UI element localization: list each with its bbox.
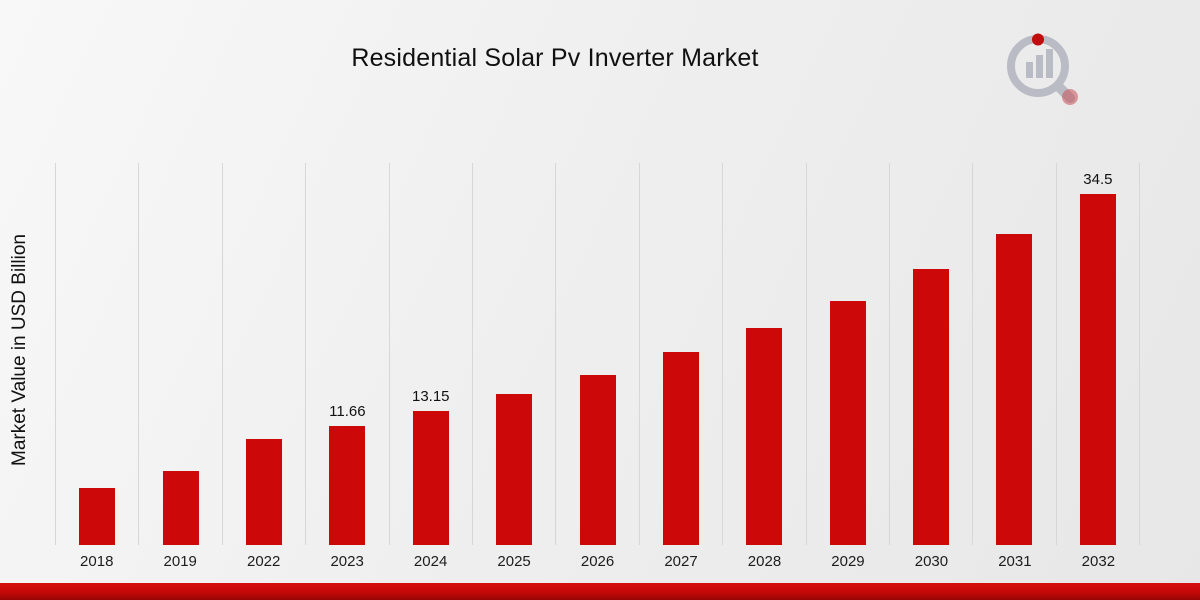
bar-2027 — [662, 352, 699, 545]
plot-column-2031 — [972, 163, 1055, 545]
bar-2031 — [996, 234, 1033, 545]
bar-2022 — [245, 439, 282, 545]
page-title: Residential Solar Pv Inverter Market — [351, 44, 759, 72]
bar-value-label-2032: 34.5 — [1083, 171, 1113, 188]
plot-area: 11.66 13.15 34.5 — [55, 163, 1140, 545]
x-axis: 2018 2019 2022 2023 2024 2025 2026 2027 2028 2029… — [55, 553, 1140, 570]
bar-value-label-2024: 13.15 — [411, 388, 450, 405]
bar-2019 — [162, 471, 199, 545]
x-tick-2026: 2026 — [580, 553, 615, 570]
plot-column-2027 — [638, 163, 722, 545]
x-tick-2032: 2032 — [1081, 553, 1116, 570]
bar-2025 — [496, 394, 533, 545]
plot-column-2029 — [805, 163, 889, 545]
brand-logo-icon — [1007, 33, 1078, 105]
x-tick-2027: 2027 — [664, 553, 698, 570]
y-axis-label: Market Value in USD Billion — [9, 234, 30, 466]
plot-column-2018 — [55, 163, 138, 545]
bar-2018 — [79, 488, 116, 545]
bar-2030 — [913, 269, 950, 545]
plot-column-2030 — [888, 163, 972, 545]
plot-column-2022 — [221, 163, 305, 545]
plot-column-2032: 34.5 — [1055, 163, 1139, 545]
plot-column-2019 — [138, 163, 221, 545]
bar-2023 — [329, 426, 366, 545]
plot-column-2024: 13.15 — [388, 163, 472, 545]
bar-2028 — [746, 328, 783, 545]
x-tick-2031: 2031 — [998, 553, 1032, 570]
bar-2026 — [579, 375, 616, 545]
x-tick-2018: 2018 — [80, 553, 114, 570]
x-tick-2030: 2030 — [914, 553, 949, 570]
footer-accent-band — [0, 583, 1200, 600]
x-tick-2023: 2023 — [330, 553, 364, 570]
x-tick-2022: 2022 — [246, 553, 281, 570]
plot-column-2023: 11.66 — [305, 163, 388, 545]
x-tick-2028: 2028 — [747, 553, 782, 570]
bar-value-label-2023: 11.66 — [329, 403, 366, 420]
x-tick-2024: 2024 — [413, 553, 448, 570]
plot-column-2025 — [471, 163, 555, 545]
bar-2029 — [829, 301, 866, 545]
x-tick-2025: 2025 — [497, 553, 531, 570]
x-tick-2029: 2029 — [831, 553, 865, 570]
bar-2032 — [1079, 194, 1116, 545]
plot-column-2028 — [722, 163, 805, 545]
bar-2024 — [412, 411, 449, 545]
plot-column-2026 — [555, 163, 638, 545]
x-tick-2019: 2019 — [163, 553, 197, 570]
